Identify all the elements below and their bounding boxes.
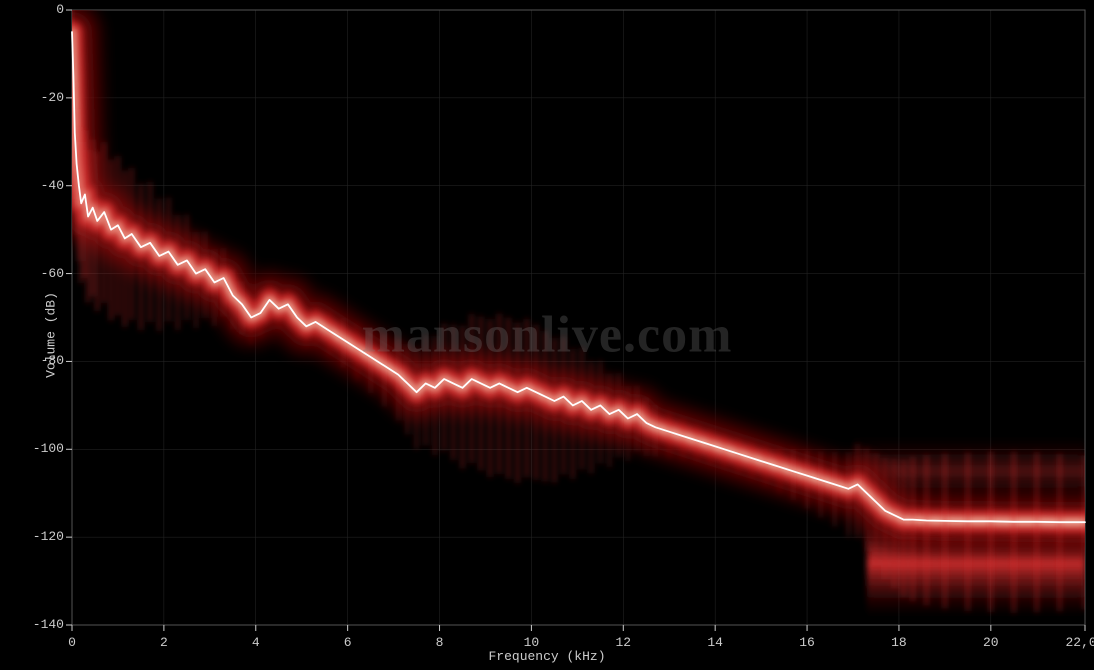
- spectrum-chart: mansonlive.com Volume (dB) Frequency (kH…: [0, 0, 1094, 670]
- x-tick-label: 22,05: [1065, 635, 1094, 650]
- y-tick-label: -100: [16, 441, 64, 456]
- x-tick-label: 8: [436, 635, 444, 650]
- y-tick-label: -140: [16, 617, 64, 632]
- x-axis-label: Frequency (kHz): [488, 649, 605, 664]
- y-tick-label: -40: [16, 178, 64, 193]
- x-tick-label: 2: [160, 635, 168, 650]
- y-tick-label: -60: [16, 266, 64, 281]
- x-tick-label: 14: [707, 635, 723, 650]
- x-tick-label: 6: [344, 635, 352, 650]
- x-tick-label: 10: [524, 635, 540, 650]
- x-tick-label: 18: [891, 635, 907, 650]
- x-tick-label: 12: [615, 635, 631, 650]
- y-tick-label: -80: [16, 353, 64, 368]
- y-tick-label: -20: [16, 90, 64, 105]
- x-tick-label: 20: [983, 635, 999, 650]
- plot-svg: [0, 0, 1094, 670]
- y-tick-label: -120: [16, 529, 64, 544]
- y-tick-label: 0: [16, 2, 64, 17]
- x-tick-label: 4: [252, 635, 260, 650]
- x-tick-label: 16: [799, 635, 815, 650]
- x-tick-label: 0: [68, 635, 76, 650]
